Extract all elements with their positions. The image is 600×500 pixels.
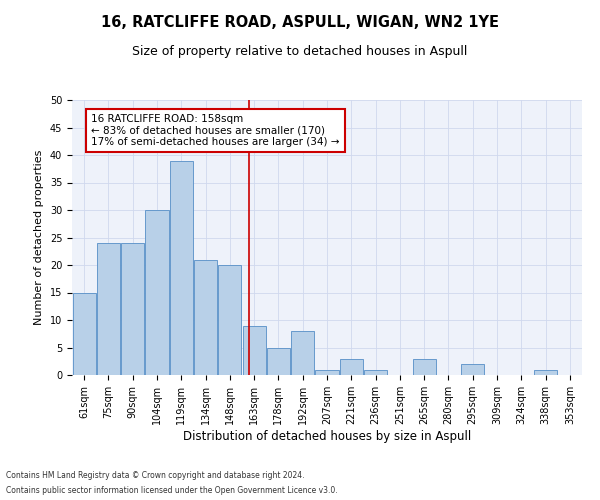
Text: Size of property relative to detached houses in Aspull: Size of property relative to detached ho… xyxy=(133,45,467,58)
Bar xyxy=(218,265,241,375)
X-axis label: Distribution of detached houses by size in Aspull: Distribution of detached houses by size … xyxy=(183,430,471,442)
Bar xyxy=(340,358,363,375)
Bar xyxy=(145,210,169,375)
Text: 16, RATCLIFFE ROAD, ASPULL, WIGAN, WN2 1YE: 16, RATCLIFFE ROAD, ASPULL, WIGAN, WN2 1… xyxy=(101,15,499,30)
Bar xyxy=(413,358,436,375)
Bar xyxy=(242,326,266,375)
Bar xyxy=(316,370,338,375)
Bar xyxy=(291,331,314,375)
Y-axis label: Number of detached properties: Number of detached properties xyxy=(34,150,44,325)
Bar xyxy=(194,260,217,375)
Text: 16 RATCLIFFE ROAD: 158sqm
← 83% of detached houses are smaller (170)
17% of semi: 16 RATCLIFFE ROAD: 158sqm ← 83% of detac… xyxy=(91,114,340,147)
Bar xyxy=(364,370,387,375)
Bar xyxy=(73,292,95,375)
Bar xyxy=(97,243,120,375)
Text: Contains HM Land Registry data © Crown copyright and database right 2024.: Contains HM Land Registry data © Crown c… xyxy=(6,471,305,480)
Bar xyxy=(121,243,144,375)
Bar xyxy=(461,364,484,375)
Bar xyxy=(170,160,193,375)
Bar xyxy=(267,348,290,375)
Text: Contains public sector information licensed under the Open Government Licence v3: Contains public sector information licen… xyxy=(6,486,338,495)
Bar xyxy=(534,370,557,375)
